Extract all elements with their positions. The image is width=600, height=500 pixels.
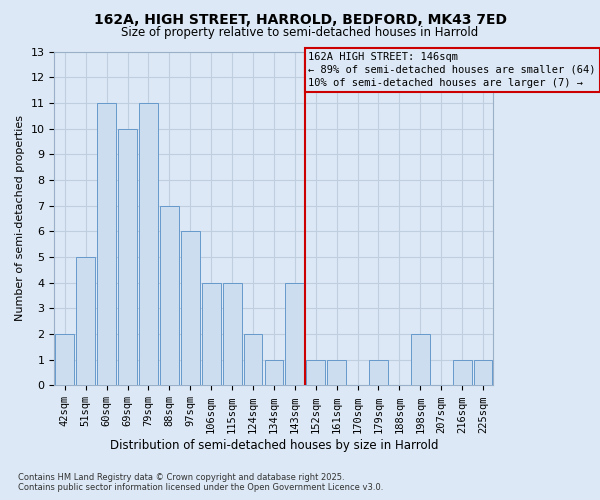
Bar [307, 360, 325, 386]
Text: Contains HM Land Registry data © Crown copyright and database right 2025.
Contai: Contains HM Land Registry data © Crown c… [18, 473, 383, 492]
Bar [369, 360, 388, 386]
Bar [118, 128, 137, 386]
Bar [181, 232, 200, 386]
Bar [473, 360, 493, 386]
Bar [286, 282, 304, 386]
Bar [265, 360, 283, 386]
Bar [55, 334, 74, 386]
Bar [327, 360, 346, 386]
Bar [244, 334, 262, 386]
Text: 162A HIGH STREET: 146sqm
← 89% of semi-detached houses are smaller (64)
10% of s: 162A HIGH STREET: 146sqm ← 89% of semi-d… [308, 52, 596, 88]
Text: 162A, HIGH STREET, HARROLD, BEDFORD, MK43 7ED: 162A, HIGH STREET, HARROLD, BEDFORD, MK4… [94, 12, 506, 26]
Bar [76, 257, 95, 386]
Text: Size of property relative to semi-detached houses in Harrold: Size of property relative to semi-detach… [121, 26, 479, 39]
Bar [139, 103, 158, 386]
Y-axis label: Number of semi-detached properties: Number of semi-detached properties [15, 116, 25, 322]
X-axis label: Distribution of semi-detached houses by size in Harrold: Distribution of semi-detached houses by … [110, 440, 438, 452]
Bar [202, 282, 221, 386]
Bar [160, 206, 179, 386]
Bar [452, 360, 472, 386]
Bar [411, 334, 430, 386]
Bar [223, 282, 242, 386]
Bar [97, 103, 116, 386]
